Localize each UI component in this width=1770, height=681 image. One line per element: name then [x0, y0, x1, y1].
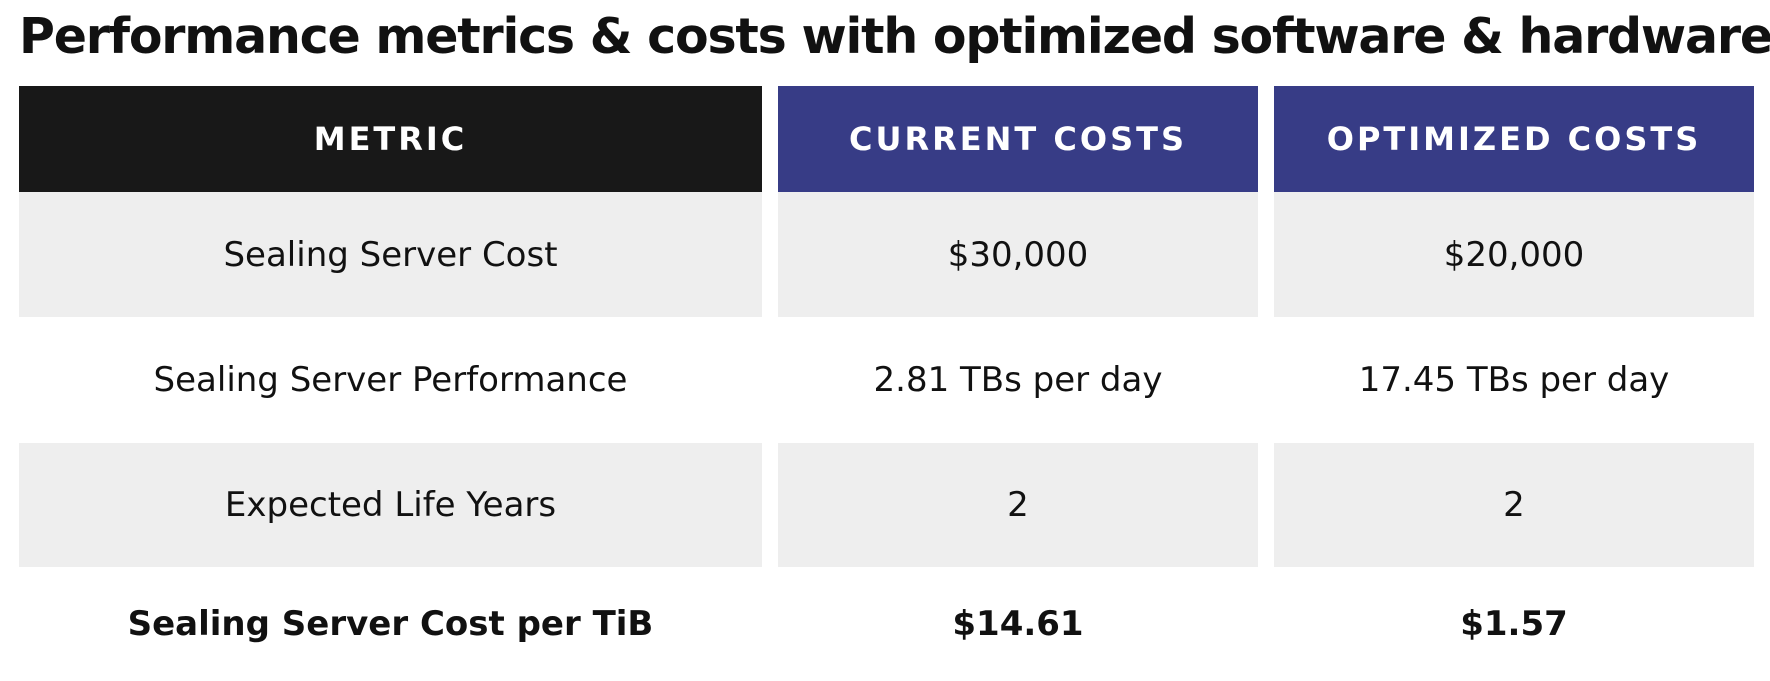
value-cell: 17.45 TBs per day — [1358, 360, 1670, 400]
title: Performance metrics & costs with optimiz… — [19, 8, 1770, 65]
metric-cell: Expected Life Years — [19, 443, 762, 567]
value-cell: $30,000 — [778, 192, 1258, 317]
value-cell: 2.81 TBs per day — [873, 360, 1163, 400]
value-cell: $14.61 — [952, 604, 1084, 644]
metric-cell: Sealing Server Cost — [19, 192, 762, 317]
metric-cell: Sealing Server Performance — [153, 360, 628, 400]
header-cell: OPTIMIZED COSTS — [1274, 86, 1754, 192]
value-cell: 2 — [778, 443, 1258, 567]
metric-cell: Sealing Server Cost per TiB — [127, 604, 654, 644]
value-cell: 2 — [1274, 443, 1754, 567]
header-cell: METRIC — [19, 86, 762, 192]
value-cell: $1.57 — [1460, 604, 1568, 644]
header-cell: CURRENT COSTS — [778, 86, 1258, 192]
table: METRIC CURRENT COSTS OPTIMIZED COSTS Sealin… — [19, 86, 1754, 681]
value-cell: $20,000 — [1274, 192, 1754, 317]
